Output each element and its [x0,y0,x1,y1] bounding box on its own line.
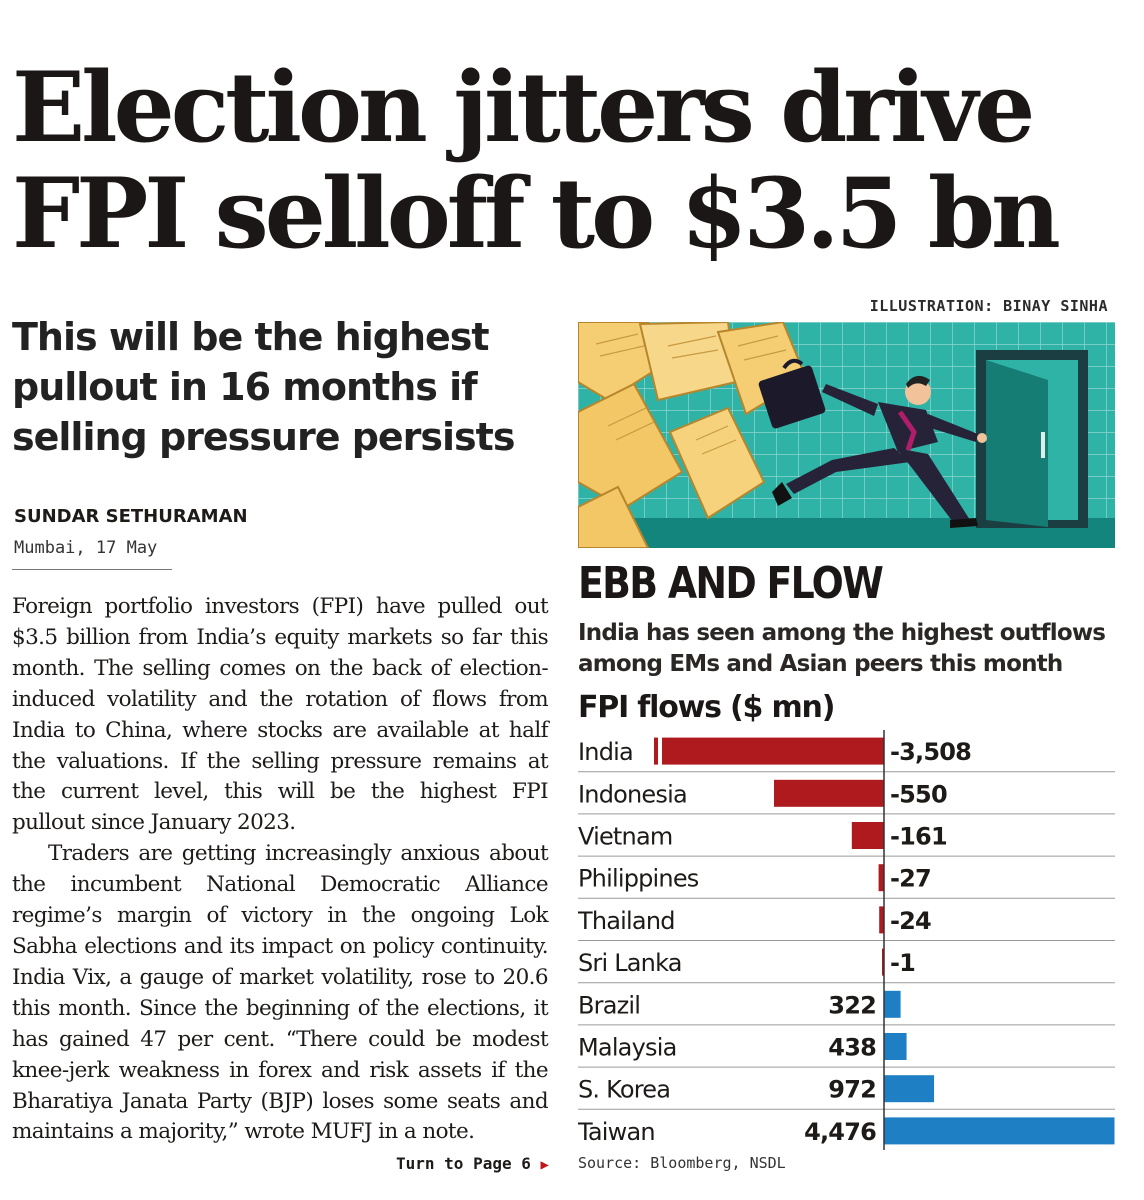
body-paragraph-2: Traders are getting increasingly anxious… [12,841,549,1145]
chart-title: FPI flows ($ mn) [578,690,835,725]
axis-break-mark [654,737,658,765]
value-label: -3,508 [890,738,971,766]
bar-india [662,737,884,765]
headline: Election jitters drive FPI selloff to $3… [12,51,1061,270]
value-label: -27 [890,865,931,893]
bar-vietnam [851,822,884,849]
bar-malaysia [884,1033,907,1060]
value-label: 322 [828,991,876,1019]
illustration [578,322,1115,548]
man-running-with-briefcase-icon [578,322,1115,548]
category-label: Malaysia [578,1034,676,1062]
value-label: -1 [890,949,915,977]
category-label: Brazil [578,991,640,1019]
bar-sri-lanka [882,948,884,976]
byline: SUNDAR SETHURAMAN [14,506,248,527]
illustration-credit: ILLUSTRATION: BINAY SINHA [869,297,1108,315]
play-arrow-icon: ▶ [540,1157,549,1173]
value-label: 972 [828,1076,876,1104]
body-paragraph-1: Foreign portfolio investors (FPI) have p… [12,594,549,836]
article-deck: This will be the highest pullout in 16 m… [12,315,515,459]
article-body: Foreign portfolio investors (FPI) have p… [12,592,549,1148]
source-note: Source: Bloomberg, NSDL [578,1154,786,1172]
value-label: -24 [890,907,931,935]
sidebar-subtitle: India has seen among the highest outflow… [578,620,1106,677]
bar-philippines [878,864,884,892]
bar-brazil [884,990,901,1018]
value-label: -550 [890,780,947,808]
category-label: Sri Lanka [578,949,682,977]
value-label: -161 [890,823,947,851]
bar-indonesia [774,779,884,807]
bar-thailand [879,906,884,934]
category-label: S. Korea [578,1076,670,1104]
byline-divider [12,569,172,570]
sidebar-title: EBB AND FLOW [578,558,884,609]
category-label: Philippines [578,865,699,893]
dateline: Mumbai, 17 May [14,538,158,558]
bar-s-korea [884,1075,935,1103]
turn-label: Turn to Page 6 [396,1154,531,1173]
category-label: Indonesia [578,780,687,808]
fpi-flows-bar-chart: India -3,508 Indonesia -550 Vietnam -161 Phili… [578,730,1115,1150]
turn-to-page-link[interactable]: Turn to Page 6 ▶ [396,1154,549,1173]
category-label: Vietnam [578,823,672,851]
category-label: Thailand [578,907,675,935]
category-label: India [578,738,633,766]
category-label: Taiwan [578,1118,655,1146]
value-label: 438 [828,1034,876,1062]
bar-taiwan [884,1117,1115,1145]
value-label: 4,476 [804,1118,876,1146]
